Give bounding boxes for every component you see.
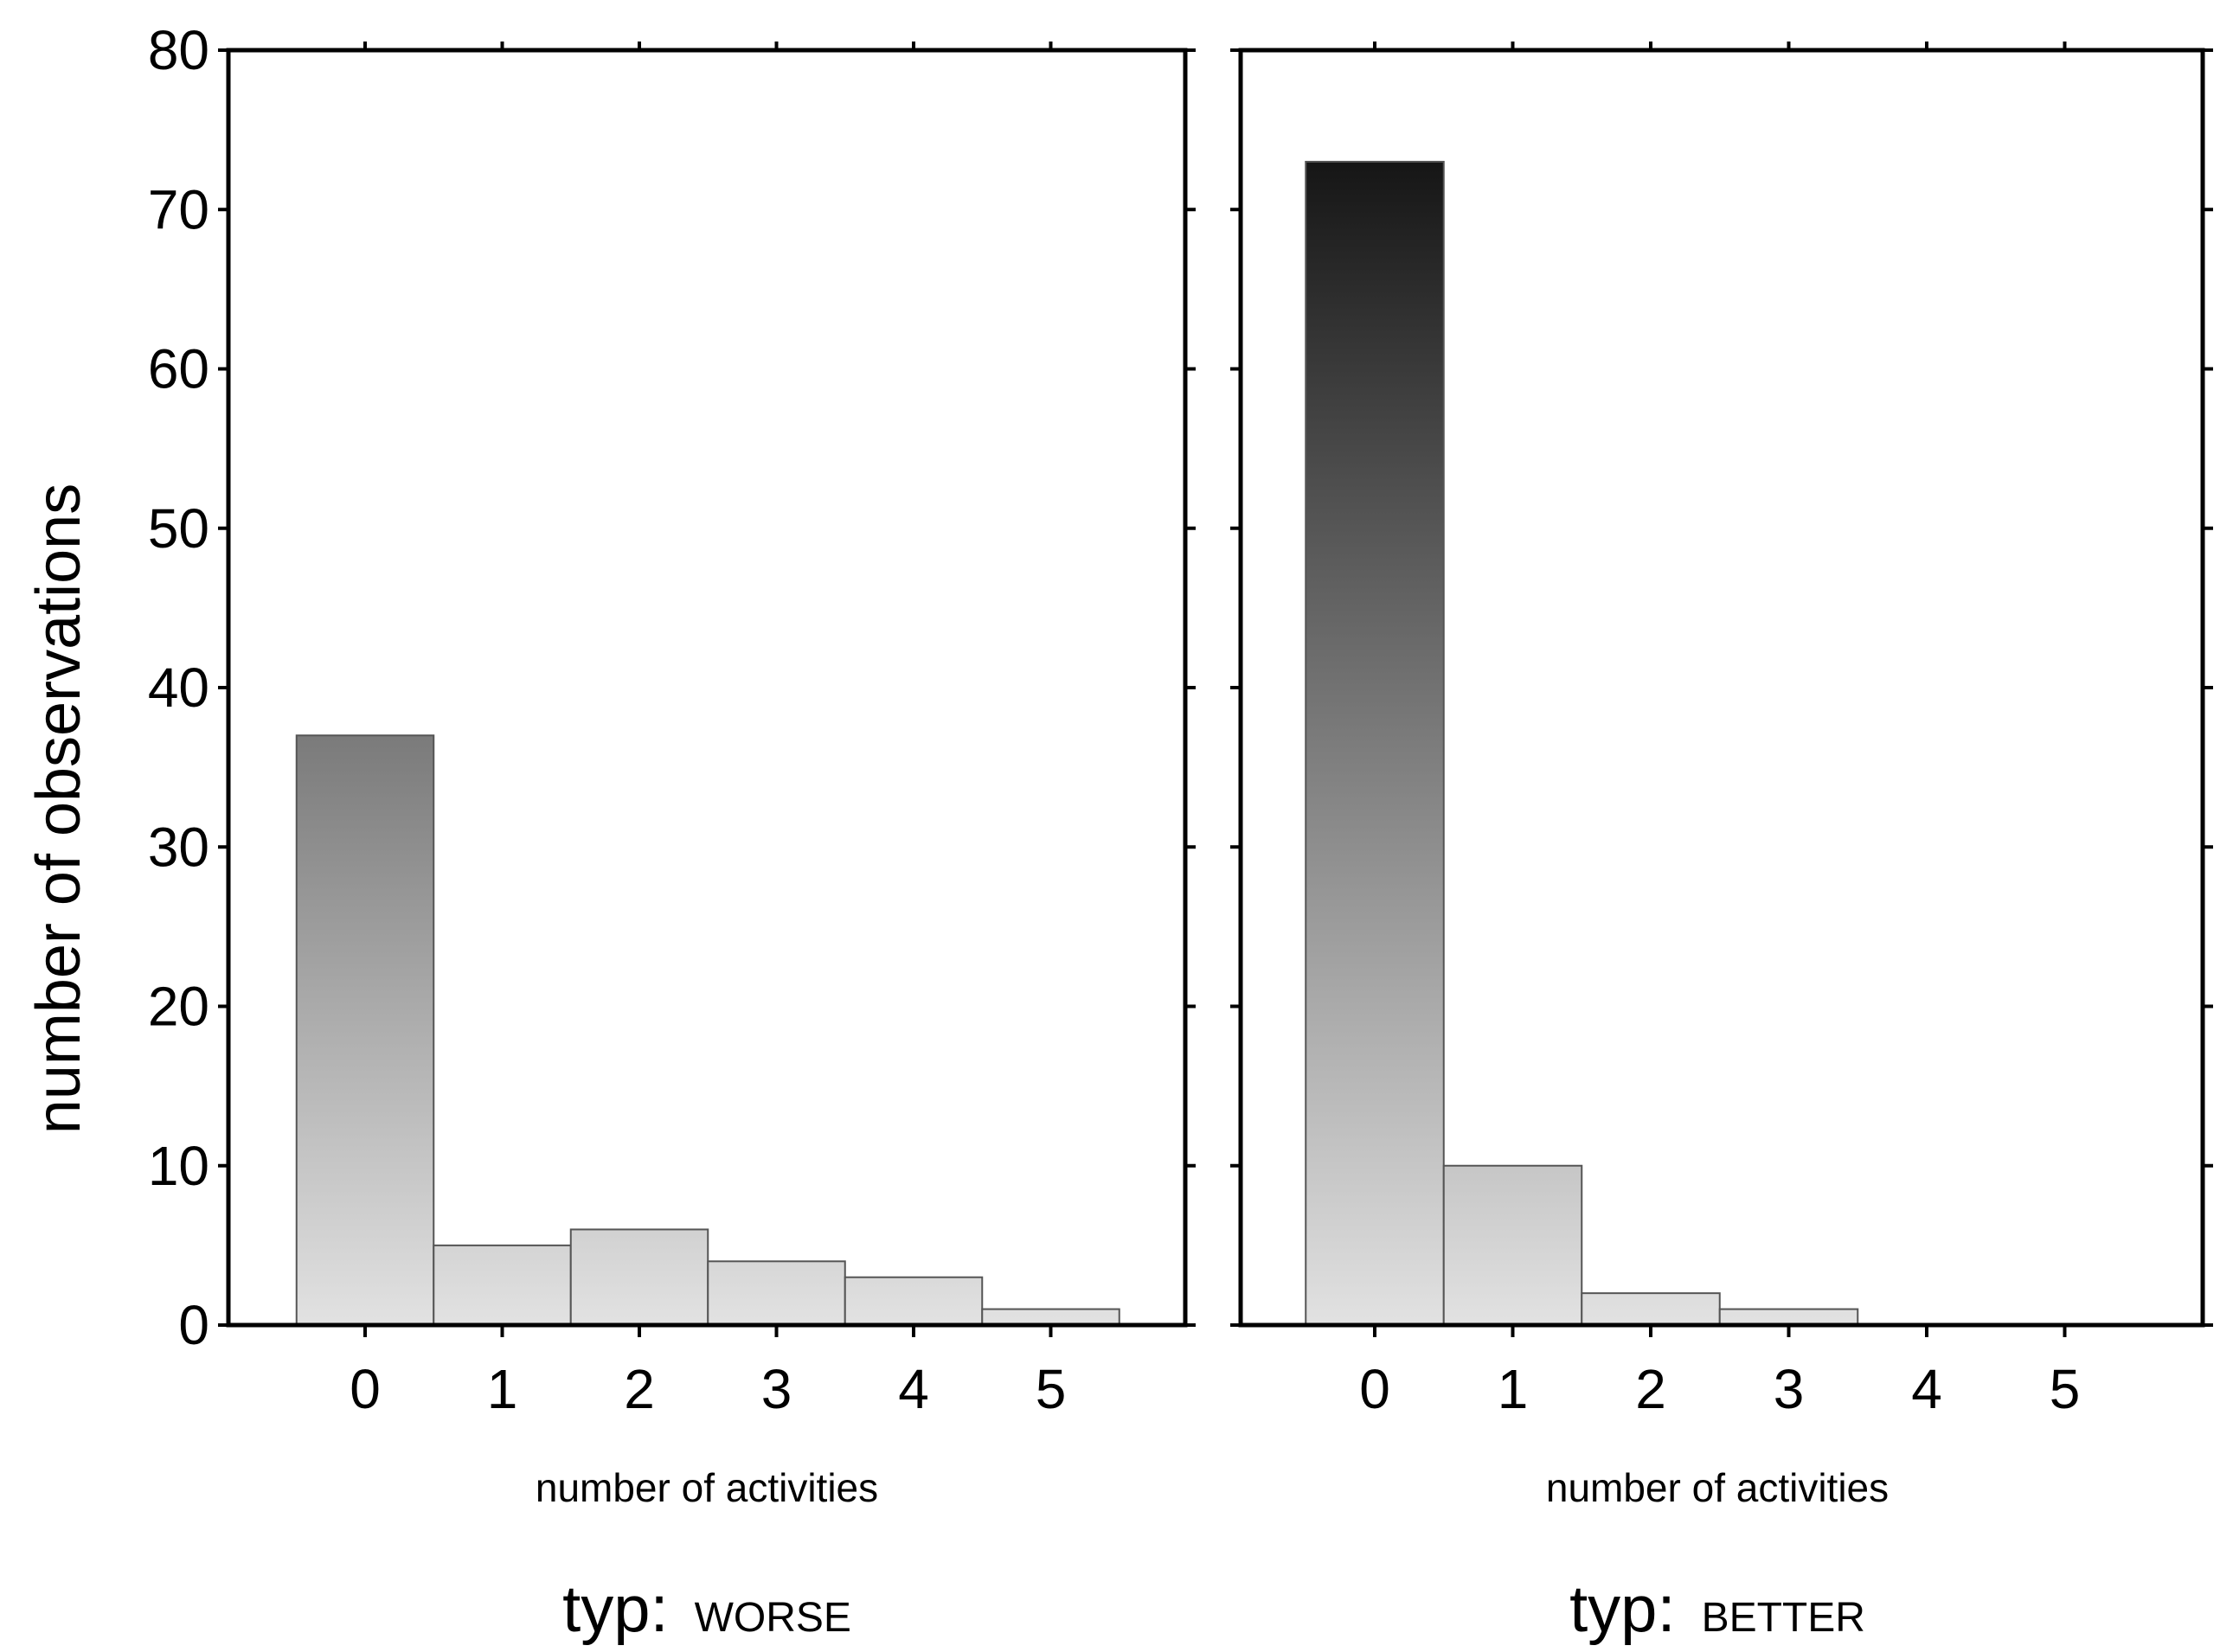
- x-axis-label-worse: number of activities: [536, 1465, 878, 1510]
- x-tick-label: 1: [487, 1358, 518, 1420]
- bar-0: [295, 734, 435, 1326]
- x-tick-label: 0: [1359, 1358, 1390, 1420]
- y-tick-label: 0: [178, 1294, 209, 1356]
- facet-value-better: BETTER: [1702, 1595, 1865, 1641]
- facet-title-better: typ: BETTER: [1569, 1572, 1865, 1646]
- y-tick-label: 20: [148, 976, 209, 1038]
- bar-3: [707, 1260, 846, 1327]
- y-tick-label: 80: [148, 19, 209, 81]
- y-tick-label: 60: [148, 338, 209, 400]
- x-tick-label: 2: [1635, 1358, 1666, 1420]
- x-tick-label: 1: [1498, 1358, 1529, 1420]
- bar-3: [1718, 1308, 1859, 1326]
- x-tick-label: 0: [350, 1358, 381, 1420]
- panel-better: 0 1 2 3 4 5 number of activities typ: BETTER: [1230, 42, 2213, 1646]
- bars-worse: [295, 734, 1120, 1327]
- x-tick-label: 5: [1036, 1358, 1067, 1420]
- panel-worse: 0 10 20 30 40 50 60 70 80 0 1 2 3 4 5 number of activi…: [148, 19, 1196, 1646]
- plot-frame-better: [1238, 48, 2205, 1328]
- y-axis-label: number of observations: [24, 483, 93, 1134]
- x-tick-label: 4: [898, 1358, 929, 1420]
- bar-5: [981, 1308, 1120, 1326]
- bar-1: [433, 1244, 572, 1326]
- plot-frame-worse: [226, 48, 1188, 1328]
- bar-2: [569, 1228, 709, 1326]
- x-tick-label: 5: [2050, 1358, 2081, 1420]
- y-tick-label: 40: [148, 656, 209, 719]
- y-tick-label: 30: [148, 816, 209, 878]
- bar-0: [1305, 160, 1445, 1327]
- facet-prefix-better: typ:: [1569, 1572, 1676, 1646]
- bar-4: [844, 1276, 984, 1326]
- x-tick-label: 4: [1911, 1358, 1942, 1420]
- x-tick-label: 2: [624, 1358, 655, 1420]
- x-axis-label-better: number of activities: [1546, 1465, 1889, 1510]
- facet-title-worse: typ: WORSE: [562, 1572, 851, 1646]
- labels-better: 0 1 2 3 4 5: [1359, 1358, 2080, 1420]
- facet-value-worse: WORSE: [695, 1595, 851, 1641]
- y-tick-label: 10: [148, 1135, 209, 1197]
- y-tick-label: 70: [148, 178, 209, 240]
- bar-2: [1581, 1292, 1721, 1327]
- x-tick-label: 3: [761, 1358, 792, 1420]
- bar-1: [1442, 1164, 1583, 1326]
- bars-better: [1305, 160, 1859, 1327]
- labels-worse: 0 10 20 30 40 50 60 70 80 0 1 2 3 4 5: [148, 19, 1066, 1420]
- x-tick-label: 3: [1774, 1358, 1805, 1420]
- y-tick-label: 50: [148, 497, 209, 560]
- facet-prefix-worse: typ:: [562, 1572, 669, 1646]
